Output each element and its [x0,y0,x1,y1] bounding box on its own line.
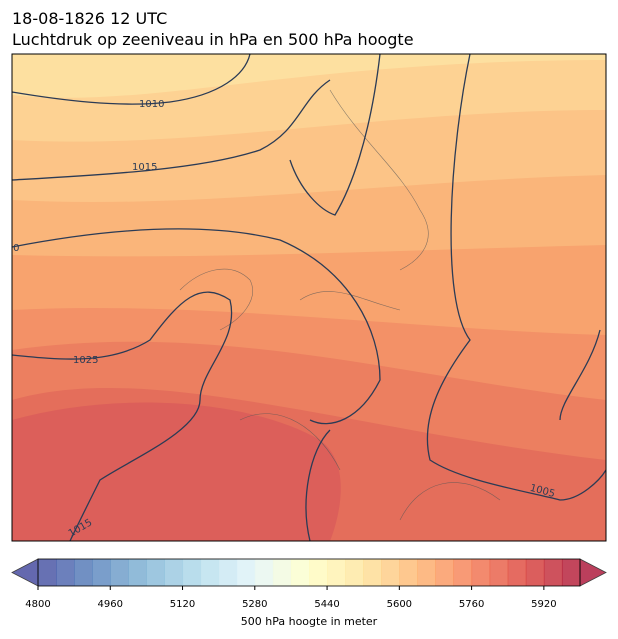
date: 18-08-1826 12 UTC [12,9,167,28]
colorbar-bin [561,559,581,586]
colorbar-bin [254,559,274,586]
colorbar-bin [182,559,202,586]
colorbar-tick-label: 4800 [25,599,50,610]
colorbar-tick-label: 5440 [314,599,339,610]
colorbar-bin [327,559,346,586]
colorbar-bin [381,559,400,586]
colorbar-bin [363,559,382,586]
colorbar-bin [200,559,220,586]
isobar-label: 1020 [0,243,19,254]
colorbar-bin [56,559,75,586]
colorbar-bin [309,559,328,586]
isobar-label: 1010 [139,99,164,110]
colorbar-bin [128,559,147,586]
colorbar-min-arrow [11,558,39,587]
colorbar-bin [272,559,292,586]
colorbar-bin [399,559,418,586]
title: Luchtdruk op zeeniveau in hPa en 500 hPa… [12,30,414,49]
colorbar-tick-label: 5120 [170,599,195,610]
colorbar-bin [218,559,238,586]
colorbar-bin [74,559,93,586]
colorbar-bin [92,559,111,586]
map-frame [11,53,607,542]
colorbar-tick-label: 5920 [531,599,556,610]
colorbar-bin [38,559,57,586]
colorbar-frame [37,558,581,587]
colorbar-bin [507,559,527,586]
colorbar-tick-label: 4960 [98,599,123,610]
colorbar-max-arrow [579,558,607,587]
colorbar-bin [164,559,184,586]
colorbar-bin [110,559,129,586]
colorbar-bin [345,559,364,586]
colorbar-bin [417,559,436,586]
colorbar: 4800 4960 5120 5280 5440 5600 5760 5920 [11,558,607,610]
colorbar-bin [435,559,455,586]
colorbar-bin [236,559,256,586]
colorbar-bin [146,559,165,586]
colorbar-bin [489,559,509,586]
isobar-label: 1025 [73,355,98,366]
colorbar-tick-label: 5280 [242,599,267,610]
colorbar-bin [525,559,545,586]
colorbar-label: 500 hPa hoogte in meter [241,615,378,628]
colorbar-bin [290,559,310,586]
colorbar-tick-label: 5600 [387,599,412,610]
isobar-label: 1015 [132,162,157,173]
map: 1010 1015 1020 1025 1005 1015 [0,54,606,541]
colorbar-bin [543,559,563,586]
colorbar-bin [471,559,491,586]
colorbar-bin [453,559,473,586]
colorbar-tick-label: 5760 [459,599,484,610]
